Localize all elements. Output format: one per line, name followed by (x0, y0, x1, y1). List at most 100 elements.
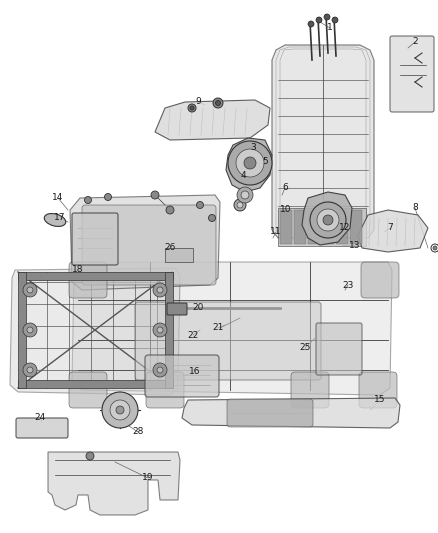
Polygon shape (70, 195, 220, 290)
Text: 20: 20 (192, 303, 204, 312)
FancyBboxPatch shape (167, 303, 187, 315)
Circle shape (308, 21, 314, 27)
Text: 23: 23 (343, 280, 354, 289)
Bar (18, 380, 173, 388)
Polygon shape (272, 45, 374, 238)
Bar (18, 272, 173, 280)
Polygon shape (10, 268, 180, 395)
FancyBboxPatch shape (390, 36, 434, 112)
Circle shape (86, 452, 94, 460)
Circle shape (197, 201, 204, 208)
Circle shape (153, 283, 167, 297)
Circle shape (153, 363, 167, 377)
Circle shape (310, 202, 346, 238)
Circle shape (237, 202, 243, 208)
Circle shape (208, 214, 215, 222)
Text: 16: 16 (189, 367, 201, 376)
Circle shape (151, 191, 159, 199)
Bar (294, 210, 306, 244)
FancyBboxPatch shape (72, 213, 118, 265)
Text: 9: 9 (195, 98, 201, 107)
Circle shape (27, 327, 33, 333)
Text: 3: 3 (250, 143, 256, 152)
Circle shape (190, 106, 194, 110)
Circle shape (323, 215, 333, 225)
Circle shape (110, 400, 130, 420)
Circle shape (433, 246, 437, 250)
Polygon shape (155, 100, 270, 140)
Bar (165, 272, 173, 388)
Circle shape (241, 191, 249, 199)
Circle shape (153, 323, 167, 337)
FancyBboxPatch shape (69, 372, 107, 408)
Circle shape (213, 98, 223, 108)
FancyBboxPatch shape (135, 302, 321, 380)
Text: 25: 25 (299, 343, 311, 352)
Text: 1: 1 (327, 23, 333, 33)
Text: 18: 18 (72, 265, 84, 274)
Circle shape (23, 283, 37, 297)
Polygon shape (358, 210, 428, 252)
FancyBboxPatch shape (146, 372, 184, 408)
Text: 11: 11 (270, 228, 282, 237)
FancyBboxPatch shape (16, 418, 68, 438)
Bar (18, 272, 26, 388)
Text: 7: 7 (387, 223, 393, 232)
Circle shape (188, 104, 196, 112)
Circle shape (27, 287, 33, 293)
Text: 26: 26 (164, 244, 176, 253)
FancyBboxPatch shape (82, 205, 216, 285)
Bar (336, 210, 348, 244)
Polygon shape (226, 138, 272, 192)
Text: 17: 17 (54, 214, 66, 222)
Text: 24: 24 (34, 414, 46, 423)
Circle shape (237, 187, 253, 203)
Circle shape (157, 287, 163, 293)
Text: 2: 2 (412, 37, 418, 46)
Circle shape (431, 244, 438, 252)
Polygon shape (72, 262, 392, 395)
Circle shape (157, 367, 163, 373)
Polygon shape (48, 452, 180, 515)
Ellipse shape (44, 214, 66, 227)
Circle shape (85, 197, 92, 204)
Text: 4: 4 (240, 171, 246, 180)
FancyBboxPatch shape (316, 323, 362, 375)
Text: 15: 15 (374, 395, 386, 405)
Text: 28: 28 (132, 427, 144, 437)
Text: 12: 12 (339, 223, 351, 232)
Circle shape (116, 406, 124, 414)
Circle shape (27, 367, 33, 373)
Circle shape (157, 327, 163, 333)
Bar (322, 210, 334, 244)
Circle shape (102, 392, 138, 428)
Polygon shape (182, 398, 400, 428)
FancyBboxPatch shape (359, 372, 397, 408)
Circle shape (324, 14, 330, 20)
Circle shape (244, 157, 256, 169)
Text: 22: 22 (187, 330, 198, 340)
Bar (165, 248, 193, 262)
Circle shape (166, 206, 174, 214)
Text: 13: 13 (349, 240, 361, 249)
Text: 21: 21 (212, 324, 224, 333)
Bar (350, 210, 362, 244)
Text: 19: 19 (142, 473, 154, 482)
Text: 8: 8 (412, 204, 418, 213)
Circle shape (316, 17, 322, 23)
Circle shape (236, 149, 264, 177)
Circle shape (105, 193, 112, 200)
Circle shape (317, 209, 339, 231)
Circle shape (23, 323, 37, 337)
FancyBboxPatch shape (361, 262, 399, 298)
Text: 14: 14 (52, 193, 64, 203)
FancyBboxPatch shape (145, 355, 219, 397)
Circle shape (23, 363, 37, 377)
FancyBboxPatch shape (69, 262, 107, 298)
Circle shape (332, 17, 338, 23)
Text: 10: 10 (280, 206, 292, 214)
Circle shape (234, 199, 246, 211)
Circle shape (228, 141, 272, 185)
Bar (278, 208, 366, 246)
Text: 6: 6 (282, 183, 288, 192)
